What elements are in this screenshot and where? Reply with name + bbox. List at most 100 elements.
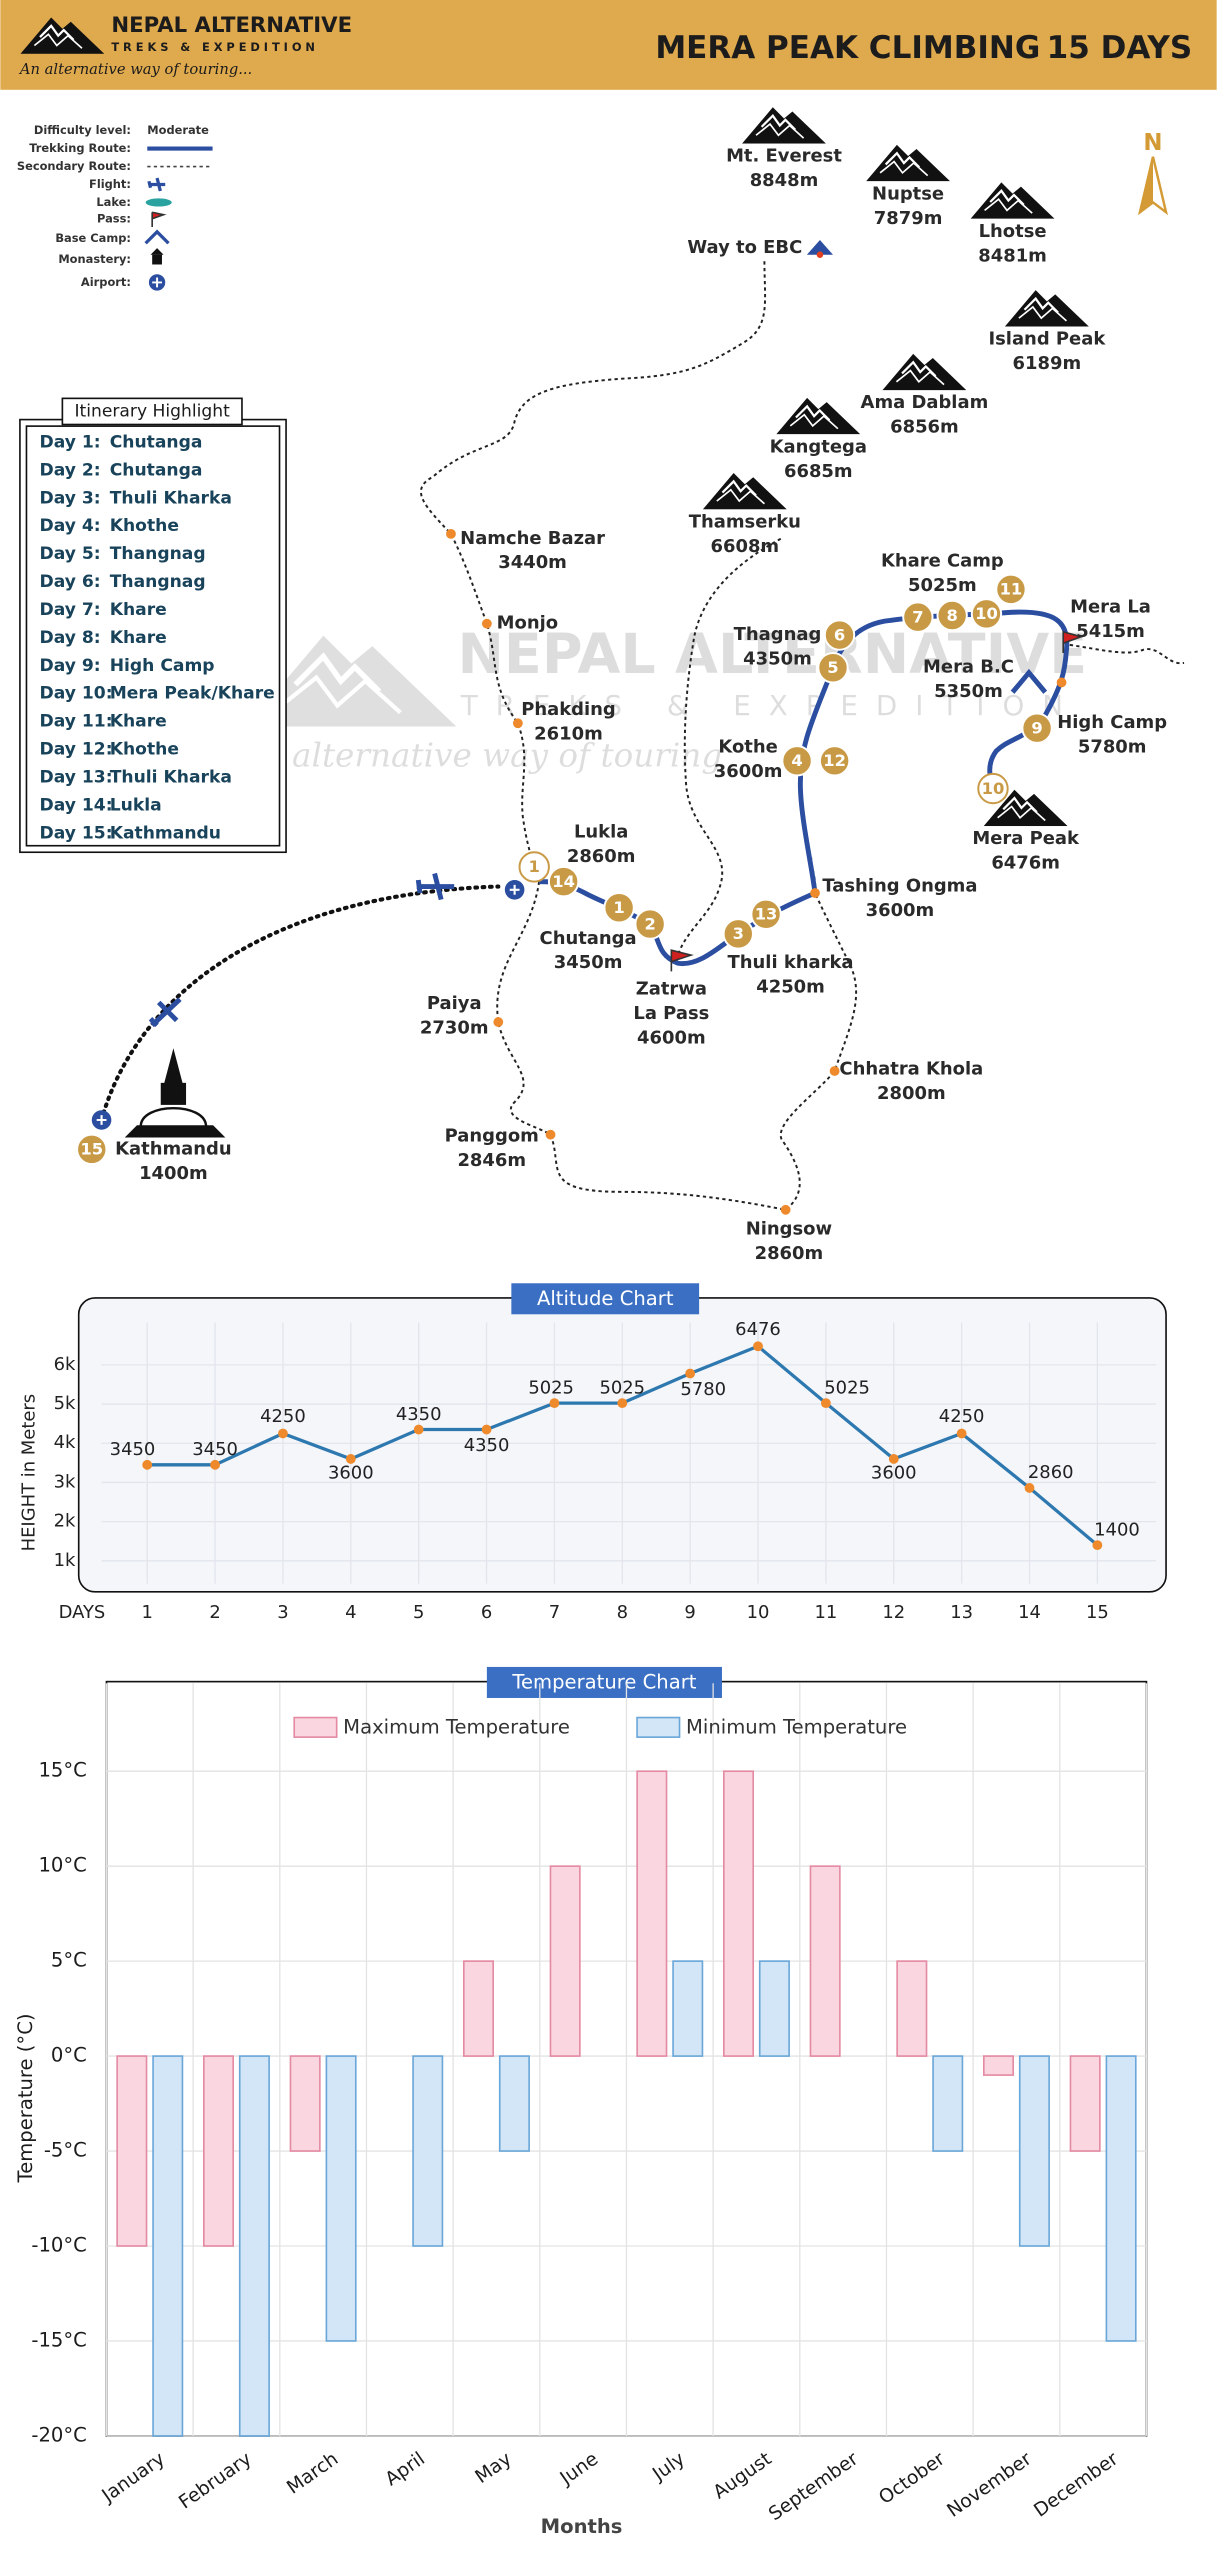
day-marker xyxy=(977,772,1009,805)
altitude-point xyxy=(1024,1483,1035,1493)
x-tick-label: 12 xyxy=(882,1602,905,1623)
temperature-title-box xyxy=(486,1666,722,1698)
day-marker xyxy=(547,865,580,898)
day-marker xyxy=(750,898,782,930)
itinerary-place: Chutanga xyxy=(110,460,203,480)
x-tick-label: 4 xyxy=(345,1602,356,1623)
place-label: Namche Bazar xyxy=(460,528,605,549)
airports xyxy=(91,880,525,1130)
y-tick-label: 1k xyxy=(54,1550,76,1571)
place-label: La Pass xyxy=(633,1003,709,1024)
y-tick-label: -15°C xyxy=(31,2328,86,2351)
itinerary-day: Day 8: xyxy=(40,628,101,648)
x-tick-label: 13 xyxy=(950,1602,973,1623)
peak-name: Island Peak xyxy=(988,329,1106,350)
day-marker-label: 9 xyxy=(1031,718,1042,737)
place-label: 3600m xyxy=(866,900,935,921)
itinerary-place: Khare xyxy=(110,628,167,648)
place-dots xyxy=(446,528,1067,1215)
page-title: MERA PEAK CLIMBING xyxy=(655,30,1040,66)
place-label: High Camp xyxy=(1057,712,1167,733)
x-tick-label: 14 xyxy=(1018,1602,1041,1623)
peak-icon xyxy=(969,181,1056,219)
altitude-point xyxy=(685,1368,696,1379)
data-label: 4350 xyxy=(396,1404,442,1425)
tagline: An alternative way of touring... xyxy=(18,61,252,78)
itinerary-day: Day 1: xyxy=(40,432,101,452)
place-label: Khare Camp xyxy=(881,551,1004,572)
place-label: Panggom xyxy=(445,1125,539,1146)
place-label: 5780m xyxy=(1078,737,1147,758)
day-marker xyxy=(970,598,1003,630)
data-label: 4250 xyxy=(939,1406,985,1427)
y-axis-title: Temperature (°C) xyxy=(14,2013,37,2183)
place-label: 1400m xyxy=(139,1163,208,1184)
itinerary-day: Day 14: xyxy=(40,795,113,815)
peak-height: 8481m xyxy=(978,245,1047,266)
bar xyxy=(1069,2055,1101,2152)
day-marker-label: 2 xyxy=(644,914,655,933)
place-label: Monjo xyxy=(497,613,558,634)
passes xyxy=(670,630,1084,972)
y-axis-title: HEIGHT in Meters xyxy=(19,1394,40,1552)
y-tick-label: 4k xyxy=(54,1432,76,1453)
data-label: 3600 xyxy=(871,1463,917,1484)
x-tick-label: September xyxy=(765,2448,862,2525)
itinerary-box xyxy=(19,418,287,854)
legend-label: Secondary Route: xyxy=(17,159,131,173)
peak-icon xyxy=(864,143,952,182)
y-tick-label: 10°C xyxy=(38,1854,86,1877)
x-tick-label: 1 xyxy=(141,1602,152,1623)
way-to-ebc: Way to EBC xyxy=(687,237,802,258)
watermark: NEPAL ALTERNATIVE TREKS & EXPEDITION An … xyxy=(234,622,1087,774)
watermark-brand: NEPAL ALTERNATIVE xyxy=(457,622,1087,687)
peak-height: 6189m xyxy=(1013,353,1082,374)
itinerary-inner xyxy=(25,425,281,847)
data-label: 6476 xyxy=(735,1319,781,1340)
y-tick-label: 2k xyxy=(54,1511,76,1532)
peak-icon xyxy=(775,396,862,435)
place-label: 5350m xyxy=(934,681,1003,702)
itinerary-place: Thuli Kharka xyxy=(110,488,232,508)
place-label: Thuli kharka xyxy=(728,952,854,973)
legend-label: Monastery: xyxy=(58,252,131,266)
x-tick-label: January xyxy=(98,2449,169,2508)
altitude-point xyxy=(956,1428,967,1439)
place-label: 2860m xyxy=(567,846,636,867)
x-tick-label: April xyxy=(382,2449,429,2491)
x-tick-label: 9 xyxy=(684,1602,695,1623)
altitude-point xyxy=(888,1454,899,1464)
flight-route xyxy=(99,884,501,1123)
peak-name: Thamserku xyxy=(689,511,801,532)
bar xyxy=(896,1960,928,2057)
altitude-point xyxy=(278,1428,288,1439)
place-label: 3440m xyxy=(498,552,567,573)
data-label: 4250 xyxy=(260,1406,306,1427)
legend-label: Maximum Temperature xyxy=(343,1716,570,1739)
place-label: Mera B.C xyxy=(923,657,1014,678)
altitude-point xyxy=(210,1459,220,1470)
itinerary-place: Khothe xyxy=(110,516,179,536)
itinerary-title: Itinerary Highlight xyxy=(74,401,230,421)
ebc-dot xyxy=(816,251,824,258)
peak-height: 6685m xyxy=(784,461,853,482)
peak-name: Kangtega xyxy=(770,436,867,457)
place-label: 2800m xyxy=(877,1083,946,1104)
place-label: 4600m xyxy=(637,1027,706,1048)
legend-label: Lake: xyxy=(96,195,131,209)
legend-symbols xyxy=(144,146,213,291)
itinerary-day: Day 12: xyxy=(40,740,113,760)
x-tick-label: 11 xyxy=(814,1602,837,1623)
day-marker-label: 14 xyxy=(552,872,575,891)
x-tick-label: 15 xyxy=(1086,1602,1109,1623)
place-label: 2860m xyxy=(755,1243,824,1264)
altitude-title-box xyxy=(511,1283,700,1315)
place-label: 2730m xyxy=(420,1018,489,1039)
peak-icon xyxy=(701,471,788,510)
y-tick-label: 6k xyxy=(54,1354,76,1375)
x-tick-label: October xyxy=(875,2448,949,2508)
north-label: N xyxy=(1143,130,1162,156)
itinerary-place: Khare xyxy=(110,712,167,732)
itinerary-day: Day 4: xyxy=(40,516,101,536)
day-marker xyxy=(936,599,968,632)
